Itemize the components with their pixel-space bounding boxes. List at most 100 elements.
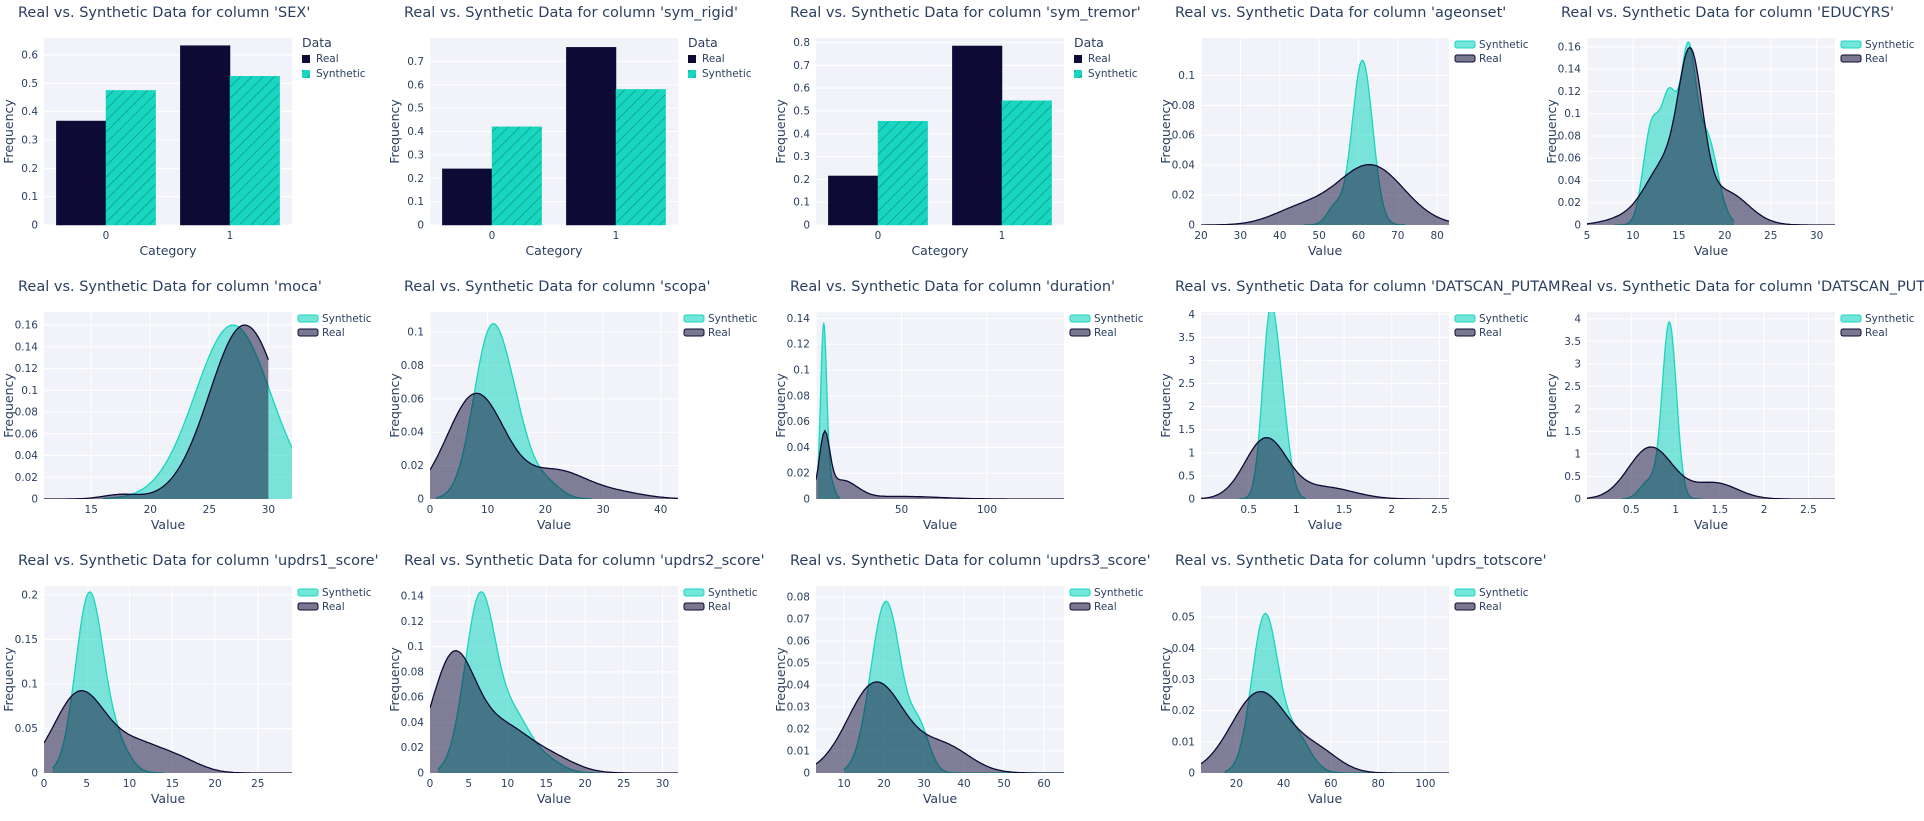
x-tick-label: 25 [251, 778, 264, 790]
y-tick-label: 3.5 [1564, 336, 1581, 348]
chart-title: Real vs. Synthetic Data for column 'ageo… [1175, 5, 1506, 21]
x-axis-label: Value [1308, 517, 1343, 532]
y-tick-label: 0.06 [787, 416, 811, 428]
y-tick-label: 0.06 [787, 636, 811, 648]
legend-swatch-real [297, 328, 319, 337]
y-tick-label: 0.3 [407, 149, 424, 161]
y-tick-label: 0.5 [1178, 470, 1195, 482]
legend-label: Real [1094, 601, 1117, 613]
real-density-line [1587, 46, 1835, 225]
x-axis-label: Value [1694, 517, 1729, 532]
real-density-line [816, 429, 1064, 499]
legend-label: Real [1479, 53, 1502, 65]
x-tick-label: 15 [1672, 230, 1685, 242]
y-tick-label: 0.5 [407, 103, 424, 115]
y-tick-label: 0.2 [21, 163, 38, 175]
y-tick-label: 4 [1574, 313, 1581, 325]
real-density-area [1201, 437, 1449, 499]
y-axis-label: Frequency [1544, 373, 1559, 438]
y-tick-label: 0.1 [407, 196, 424, 208]
chart-panel: Real vs. Synthetic Data for column 'updr… [1158, 553, 1547, 806]
y-tick-label: 0.08 [1558, 130, 1581, 142]
y-tick-label: 0.1 [407, 641, 424, 653]
x-axis-label: Value [923, 517, 958, 532]
x-axis-label: Value [1308, 791, 1343, 806]
chart-panel: Real vs. Synthetic Data for column 'sym_… [387, 5, 752, 258]
y-tick-label: 0.4 [407, 126, 424, 138]
legend-label: Real [1865, 53, 1888, 65]
real-density-area [430, 650, 678, 773]
x-tick-label: 2 [1761, 504, 1768, 516]
bar-synthetic [1001, 100, 1052, 226]
x-tick-label: 25 [617, 778, 630, 790]
x-tick-label: 30 [596, 504, 609, 516]
x-tick-label: 20 [877, 778, 890, 790]
y-tick-label: 0.04 [787, 442, 811, 454]
legend-title: Data [1074, 35, 1104, 50]
y-tick-label: 0 [31, 768, 38, 780]
y-tick-label: 0.06 [1558, 153, 1582, 165]
y-tick-label: 0.14 [787, 313, 811, 325]
chart-panel: Real vs. Synthetic Data for column 'updr… [773, 553, 1151, 806]
x-tick-label: 0 [875, 230, 882, 242]
legend-label: Real [1865, 327, 1888, 339]
chart-title: Real vs. Synthetic Data for column 'updr… [18, 553, 379, 569]
x-axis-label: Value [923, 791, 958, 806]
bar-real [566, 47, 617, 226]
y-tick-label: 0.06 [1172, 130, 1196, 142]
y-tick-label: 0.01 [1172, 736, 1195, 748]
y-tick-label: 3 [1188, 355, 1195, 367]
y-axis-label: Frequency [1544, 99, 1559, 164]
chart-title: Real vs. Synthetic Data for column 'scop… [404, 279, 711, 295]
y-tick-label: 0.08 [1172, 100, 1195, 112]
bar-real [56, 120, 107, 226]
legend-label: Synthetic [708, 313, 758, 325]
y-tick-label: 0 [417, 494, 424, 506]
y-tick-label: 0.03 [787, 702, 810, 714]
chart-panel: Real vs. Synthetic Data for column 'updr… [387, 553, 765, 806]
y-tick-label: 0.05 [787, 658, 810, 670]
y-tick-label: 0.12 [401, 616, 424, 628]
y-tick-label: 0.3 [21, 135, 38, 147]
y-axis-label: Frequency [773, 647, 788, 712]
y-tick-label: 0.2 [21, 589, 38, 601]
y-tick-label: 0.7 [793, 60, 810, 72]
x-axis-label: Value [1308, 243, 1343, 258]
real-density-line [1587, 446, 1835, 499]
x-axis-label: Category [139, 243, 197, 258]
legend-swatch-synthetic [297, 314, 319, 323]
real-density-area [44, 690, 292, 773]
legend-label: Real [702, 53, 725, 65]
x-tick-label: 0 [41, 778, 48, 790]
x-tick-label: 1 [1672, 504, 1679, 516]
x-tick-label: 20 [1230, 778, 1243, 790]
chart-panel: Real vs. Synthetic Data for column 'scop… [387, 279, 758, 532]
legend-label: Real [1094, 327, 1117, 339]
y-axis-label: Frequency [1, 373, 16, 438]
x-tick-label: 20 [1718, 230, 1731, 242]
real-density-area [44, 325, 269, 499]
bar-synthetic [491, 126, 542, 226]
y-tick-label: 0.1 [793, 197, 810, 209]
x-tick-label: 1 [999, 230, 1006, 242]
y-tick-label: 0.5 [1564, 471, 1581, 483]
legend-label: Real [322, 601, 345, 613]
chart-title: Real vs. Synthetic Data for column 'updr… [404, 553, 765, 569]
y-tick-label: 0.7 [407, 56, 424, 68]
bar-real [828, 175, 879, 226]
y-tick-label: 0.02 [787, 468, 810, 480]
x-tick-label: 2.5 [1800, 504, 1817, 516]
bar-real [952, 45, 1003, 226]
y-axis-label: Frequency [1158, 99, 1173, 164]
y-tick-label: 0.06 [401, 692, 425, 704]
y-tick-label: 0.4 [21, 106, 38, 118]
x-tick-label: 80 [1371, 778, 1384, 790]
y-tick-label: 0.06 [401, 393, 425, 405]
y-tick-label: 0.08 [787, 390, 810, 402]
y-tick-label: 0.06 [15, 428, 39, 440]
x-tick-label: 80 [1431, 230, 1444, 242]
chart-title: Real vs. Synthetic Data for column 'updr… [790, 553, 1151, 569]
x-tick-label: 0 [489, 230, 496, 242]
y-tick-label: 0 [1188, 494, 1195, 506]
real-density-line [430, 392, 678, 499]
